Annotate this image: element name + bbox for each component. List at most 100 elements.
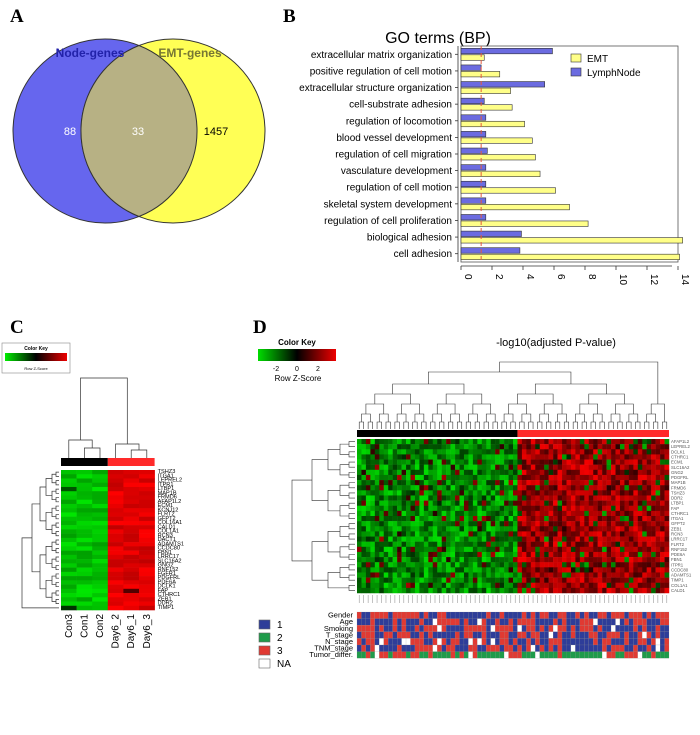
heatmap-cell <box>606 567 612 573</box>
heatmap-cell <box>392 510 398 517</box>
heatmap-cell <box>490 510 496 517</box>
heatmap-cell <box>365 567 371 573</box>
heatmap-cell <box>406 557 411 563</box>
heatmap-cell <box>455 459 460 465</box>
heatmap-cell <box>557 459 563 465</box>
heatmap-cell <box>637 521 643 527</box>
heatmap-cell <box>584 567 590 573</box>
heatmap-cell <box>557 495 563 501</box>
bar-emt <box>460 54 485 61</box>
heatmap-cell <box>655 505 661 512</box>
heatmap-cell <box>472 536 478 542</box>
annotation-cell <box>446 625 451 632</box>
heatmap-cell <box>437 490 442 496</box>
heatmap-cell <box>548 526 554 532</box>
heatmap-cell <box>419 510 425 517</box>
heatmap-cell <box>597 464 603 471</box>
heatmap-cell <box>530 500 536 506</box>
heatmap-cell <box>628 439 634 445</box>
heatmap-cell <box>624 474 630 481</box>
heatmap-cell <box>575 567 581 573</box>
dendrogram-branch <box>55 480 59 486</box>
heatmap-cell <box>539 469 545 476</box>
heatmap-cell <box>651 541 656 548</box>
heatmap-cell <box>513 557 518 563</box>
annotation-legend-swatch <box>258 632 271 643</box>
heatmap-cell <box>383 454 389 460</box>
heatmap-cell <box>370 480 376 486</box>
heatmap-cell <box>406 572 411 578</box>
heatmap-cell <box>463 516 469 522</box>
heatmap-cell <box>437 439 442 445</box>
heatmap-cell <box>374 469 380 476</box>
heatmap-cell <box>406 567 411 573</box>
heatmap-cell <box>370 562 376 568</box>
heatmap-cell <box>450 521 456 527</box>
dendrogram-branch <box>115 443 140 458</box>
heatmap-cell <box>472 474 478 481</box>
gene-label: DCLK1 <box>671 449 685 454</box>
heatmap-cell <box>107 550 124 556</box>
dendrogram-branch <box>45 478 52 496</box>
heatmap-cell <box>446 536 451 542</box>
annotation-cell <box>401 631 407 639</box>
heatmap-cell <box>401 449 407 455</box>
heatmap-cell <box>123 495 140 500</box>
venn-right-count: 1457 <box>204 126 228 138</box>
annotation-cell <box>535 644 540 652</box>
gene-label: LTBP1 <box>671 501 684 506</box>
heatmap-cell <box>459 480 465 486</box>
heatmap-cell <box>646 531 652 537</box>
heatmap-cell <box>544 490 549 496</box>
heatmap-cell <box>486 551 491 558</box>
annotation-legend-swatch <box>258 619 271 630</box>
annotation-cell <box>615 644 621 652</box>
heatmap-cell <box>579 500 585 506</box>
heatmap-cell <box>410 557 416 563</box>
heatmap-cell <box>374 474 380 481</box>
heatmap-cell <box>406 464 411 471</box>
heatmap-cell <box>455 521 460 527</box>
heatmap-cell <box>401 531 407 537</box>
heatmap-cell <box>588 577 594 583</box>
heatmap-cell <box>570 439 576 445</box>
heatmap-cell <box>383 551 389 558</box>
heatmap-cell <box>535 587 540 594</box>
heatmap-cell <box>526 526 532 532</box>
heatmap-cell <box>611 505 616 512</box>
heatmap-cell <box>374 557 380 563</box>
heatmap-cell <box>606 582 612 589</box>
heatmap-cell <box>504 521 509 527</box>
annotation-cell <box>508 618 514 626</box>
heatmap-cell <box>602 516 607 522</box>
heatmap-cell <box>406 444 411 450</box>
heatmap-cell <box>481 444 487 450</box>
annotation-cell <box>428 631 433 639</box>
heatmap-cell <box>584 572 590 578</box>
heatmap-cell <box>557 510 563 517</box>
heatmap-cell <box>655 485 661 491</box>
annotation-cell <box>579 638 585 646</box>
heatmap-cell <box>357 474 362 481</box>
heatmap-cell <box>593 474 598 481</box>
heatmap-cell <box>553 536 558 542</box>
heatmap-cell <box>486 439 491 445</box>
heatmap-cell <box>499 500 505 506</box>
heatmap-cell <box>517 531 523 537</box>
annotation-cell <box>637 638 643 646</box>
heatmap-cell <box>370 464 376 471</box>
heatmap-cell <box>481 562 487 568</box>
annotation-cell <box>553 631 558 639</box>
heatmap-cell <box>642 449 647 455</box>
annotation-cell <box>548 631 554 639</box>
heatmap-cell <box>499 505 505 512</box>
annotation-cell <box>615 638 621 646</box>
annotation-cell <box>660 651 665 659</box>
heatmap-cell <box>76 478 93 484</box>
heatmap-cell <box>530 510 536 517</box>
heatmap-cell <box>566 557 572 563</box>
heatmap-cell <box>388 505 393 512</box>
heatmap-cell <box>495 526 500 532</box>
heatmap-cell <box>566 444 572 450</box>
annotation-cell <box>512 644 518 652</box>
